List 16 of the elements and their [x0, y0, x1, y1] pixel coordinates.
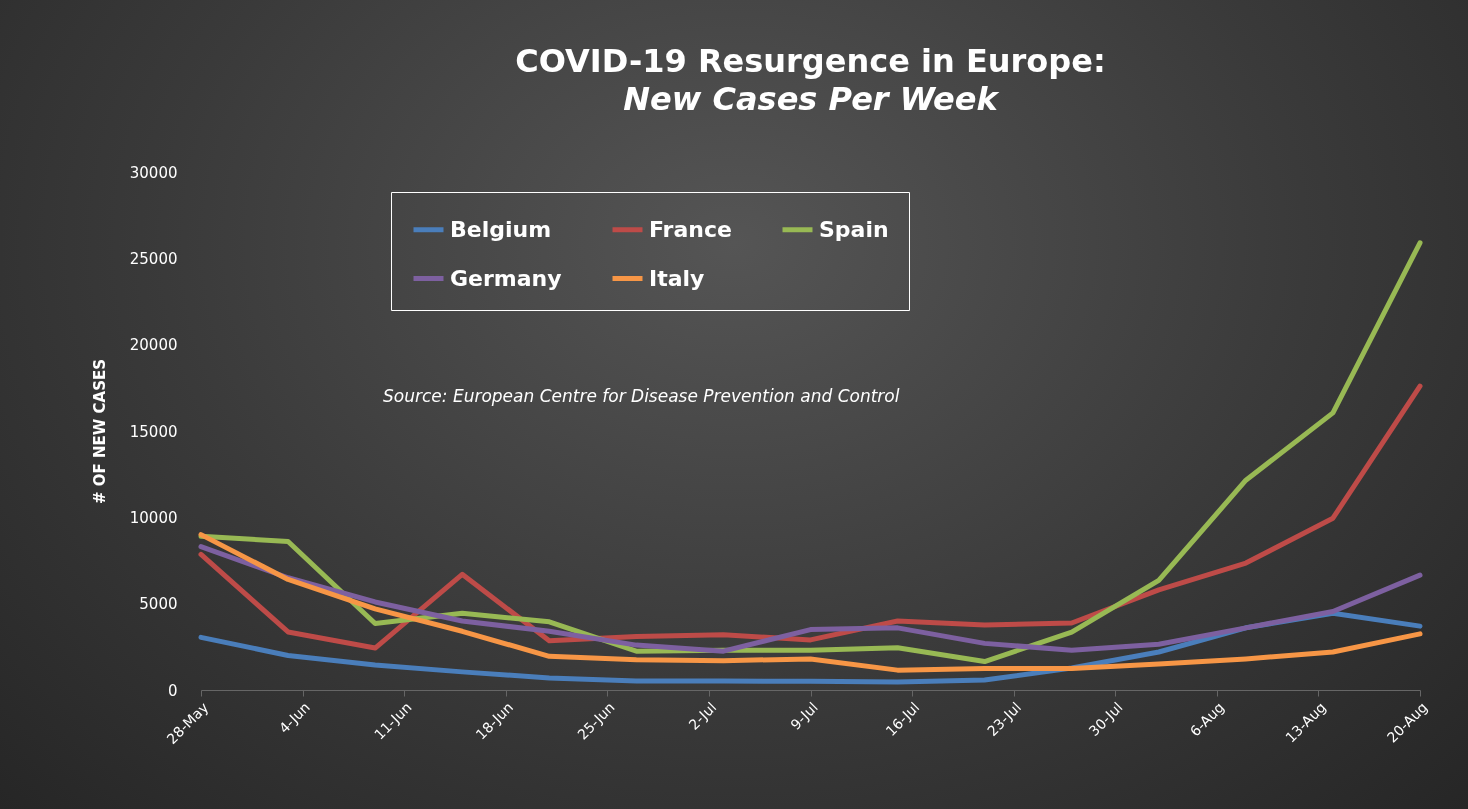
legend-label: France	[649, 216, 732, 242]
y-axis-title: # OF NEW CASES	[90, 358, 109, 505]
chart-subtitle: New Cases Per Week	[623, 80, 1000, 118]
annotation: Source: European Centre for Disease Prevention and Control	[383, 386, 900, 406]
y-tick-label: 25000	[129, 249, 178, 268]
y-tick-label: 5000	[139, 595, 178, 614]
y-tick-label: 15000	[129, 422, 178, 441]
y-tick-label: 20000	[129, 336, 178, 355]
chart-title: COVID-19 Resurgence in Europe:	[515, 42, 1106, 80]
y-tick-label: 0	[167, 681, 178, 700]
legend-label: Italy	[649, 265, 705, 291]
legend-label: Belgium	[450, 216, 552, 242]
legend-label: Spain	[819, 216, 889, 242]
y-tick-label: 10000	[129, 508, 178, 527]
legend-label: Germany	[450, 265, 562, 291]
y-tick-label: 30000	[129, 163, 178, 182]
